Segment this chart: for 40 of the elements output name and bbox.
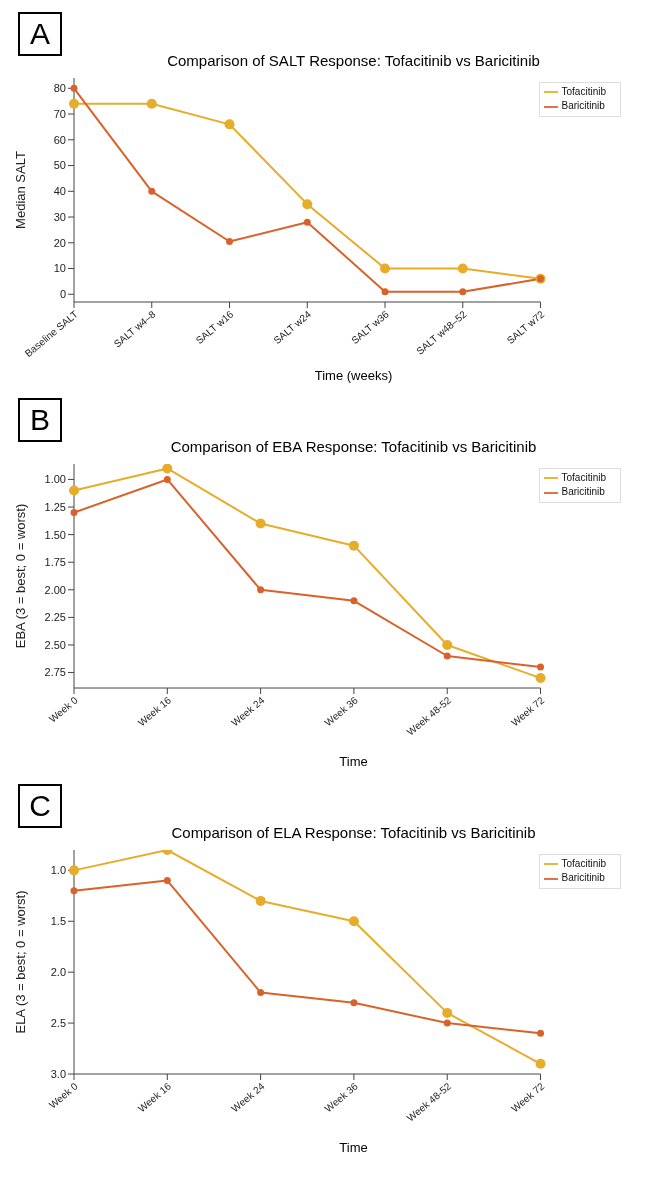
legend-label: Baricitinib — [561, 486, 605, 498]
y-tick-label: 2.00 — [44, 583, 66, 596]
x-axis-title: Time (weeks) — [313, 368, 394, 383]
y-tick-label: 80 — [53, 82, 66, 95]
y-axis-title: Median SALT — [12, 151, 28, 229]
y-tick-label: 20 — [53, 236, 66, 249]
y-tick-label: 2.5 — [50, 1017, 66, 1029]
y-tick-label: 1.75 — [44, 556, 66, 569]
y-tick-label: 1.50 — [44, 528, 66, 541]
legend-label: Tofacitinib — [561, 858, 606, 869]
y-tick-label: 1.25 — [44, 500, 66, 513]
y-tick-label: 1.00 — [44, 473, 66, 486]
legend-label: Tofacitinib — [561, 472, 606, 483]
y-tick-label: 50 — [53, 159, 66, 172]
y-tick-label: 40 — [53, 185, 66, 198]
y-tick-label: 1.0 — [50, 864, 66, 877]
legend-label: Baricitinib — [561, 872, 605, 884]
x-axis-title: Time — [338, 754, 369, 769]
chart-title: Comparison of EBA Response: Tofacitinib vs Baricitinib — [169, 438, 538, 455]
y-axis-title: EBA (3 = best; 0 = worst) — [12, 503, 28, 649]
y-tick-label: 30 — [53, 210, 66, 223]
y-tick-label: 2.25 — [44, 611, 66, 624]
x-axis-title: Time — [338, 1140, 369, 1155]
text: B — [18, 398, 62, 442]
chart-title: Comparison of ELA Response: Tofacitinib vs Baricitinib — [170, 824, 537, 841]
y-tick-label: 70 — [53, 107, 66, 120]
y-tick-label: 10 — [53, 262, 66, 275]
y-tick-label: 1.5 — [50, 915, 66, 928]
y-tick-label: 2.50 — [44, 638, 66, 651]
y-tick-label: 3.0 — [50, 1067, 66, 1080]
y-tick-label: 60 — [53, 133, 66, 146]
text: A — [18, 12, 62, 56]
y-tick-label: 2.75 — [44, 666, 66, 679]
legend-label: Tofacitinib — [561, 86, 606, 97]
chart-title: Comparison of SALT Response: Tofacitinib vs Baricitinib — [166, 52, 541, 69]
y-axis-title: ELA (3 = best; 0 = worst) — [12, 890, 28, 1034]
y-tick-label: 0 — [59, 288, 66, 301]
y-tick-label: 2.0 — [50, 966, 66, 979]
legend-label: Baricitinib — [561, 100, 605, 112]
text: C — [18, 784, 62, 828]
